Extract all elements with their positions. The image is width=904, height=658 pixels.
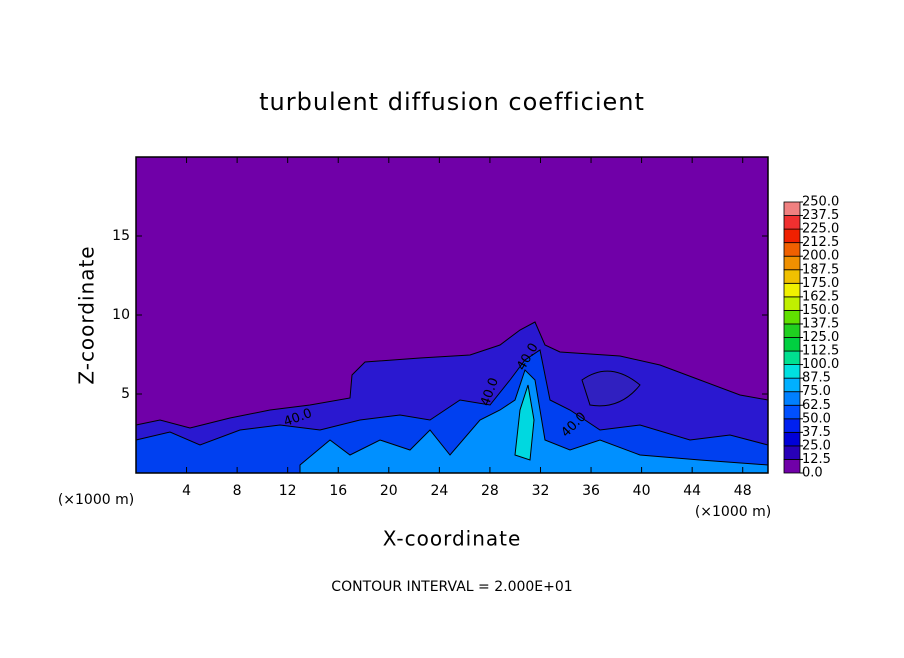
colorbar-label: 37.5 — [802, 425, 831, 440]
x-tick-label: 40 — [633, 483, 651, 499]
colorbar-swatch — [783, 418, 801, 433]
x-tick-label: 4 — [182, 483, 191, 499]
y-unit: (×1000 m) — [58, 492, 134, 508]
x-unit: (×1000 m) — [695, 504, 771, 520]
field — [135, 157, 769, 474]
colorbar-swatch — [783, 404, 801, 420]
colorbar-label: 137.5 — [802, 316, 839, 331]
colorbar-label: 12.5 — [802, 452, 831, 467]
field-region — [135, 349, 769, 474]
colorbar-label: 125.0 — [802, 330, 839, 345]
x-tick-label: 36 — [582, 483, 600, 499]
colorbar-swatch — [783, 242, 801, 257]
x-tick-label: 48 — [734, 483, 752, 499]
x-tick-label: 44 — [683, 483, 701, 499]
colorbar-swatch — [783, 391, 801, 406]
colorbar-swatch — [783, 309, 801, 325]
colorbar-label: 200.0 — [802, 249, 839, 264]
colorbar-label: 75.0 — [802, 384, 831, 399]
y-tick-label: 10 — [112, 307, 130, 323]
colorbar-swatch — [783, 350, 801, 365]
colorbar-swatch — [783, 377, 801, 393]
colorbar-label: 62.5 — [802, 398, 831, 413]
colorbar-swatch — [783, 364, 801, 379]
colorbar-label: 50.0 — [802, 411, 831, 426]
colorbar-swatch — [783, 337, 801, 352]
chart-title: turbulent diffusion coefficient — [259, 88, 645, 116]
x-tick-label: 8 — [233, 483, 242, 499]
x-tick-label: 20 — [380, 483, 398, 499]
x-tick-label: 28 — [481, 483, 499, 499]
x-tick-label: 32 — [532, 483, 550, 499]
y-tick-label: 5 — [121, 386, 130, 402]
colorbar-swatch — [783, 323, 801, 338]
x-axis-label: X-coordinate — [383, 527, 522, 551]
colorbar-label: 162.5 — [802, 289, 839, 304]
colorbar-label: 225.0 — [802, 222, 839, 237]
colorbar-swatch — [783, 228, 801, 244]
colorbar-label: 87.5 — [802, 371, 831, 386]
colorbar-swatch — [783, 445, 801, 460]
x-tick-label: 24 — [430, 483, 448, 499]
colorbar-swatch — [783, 459, 801, 474]
colorbar-label: 100.0 — [802, 357, 839, 372]
y-axis-label: Z-coordinate — [75, 245, 99, 384]
colorbar-label: 0.0 — [802, 466, 823, 481]
colorbar-label: 187.5 — [802, 262, 839, 277]
x-tick-label: 12 — [279, 483, 297, 499]
colorbar-label: 212.5 — [802, 235, 839, 250]
colorbar-label: 250.0 — [802, 195, 839, 210]
footer: CONTOUR INTERVAL = 2.000E+01 — [331, 579, 572, 595]
field-region — [514, 384, 535, 461]
colorbar-swatch — [783, 255, 801, 271]
colorbar-label: 112.5 — [802, 344, 839, 359]
colorbar-swatch — [783, 201, 801, 216]
colorbar-label: 150.0 — [802, 303, 839, 318]
colorbar-swatch — [783, 296, 801, 311]
colorbar-swatch — [783, 282, 801, 298]
colorbar-swatch — [783, 269, 801, 284]
colorbar-swatch — [783, 431, 801, 447]
x-tick-label: 16 — [329, 483, 347, 499]
colorbar-swatch — [783, 215, 801, 230]
y-tick-label: 15 — [112, 228, 130, 244]
field-region — [581, 370, 641, 407]
colorbar-label: 25.0 — [802, 438, 831, 453]
colorbar-label: 237.5 — [802, 208, 839, 223]
colorbar-label: 175.0 — [802, 276, 839, 291]
